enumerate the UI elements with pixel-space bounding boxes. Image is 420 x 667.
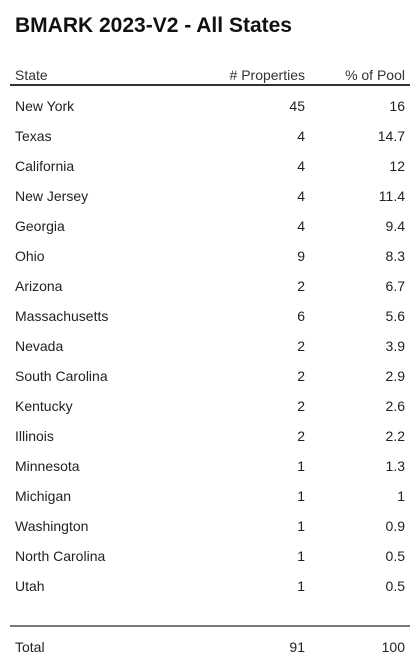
cell-pool-pct: 14.7 — [377, 128, 405, 144]
header-properties: # Properties — [229, 67, 305, 83]
cell-pool-pct: 2.6 — [385, 398, 405, 414]
total-state: Total — [15, 639, 45, 655]
cell-properties: 4 — [297, 128, 305, 144]
cell-state: Kentucky — [15, 398, 73, 414]
title: BMARK 2023-V2 - All States — [15, 14, 292, 37]
cell-state: North Carolina — [15, 548, 106, 564]
cell-properties: 1 — [297, 488, 305, 504]
cell-pool-pct: 0.5 — [385, 578, 405, 594]
cell-pool-pct: 6.7 — [385, 278, 405, 294]
cell-properties: 4 — [297, 218, 305, 234]
cell-state: Nevada — [15, 338, 64, 354]
cell-pool-pct: 0.9 — [385, 518, 405, 534]
cell-properties: 1 — [297, 518, 305, 534]
cell-properties: 45 — [289, 98, 305, 114]
cell-properties: 9 — [297, 248, 305, 264]
cell-state: New York — [15, 98, 75, 114]
cell-properties: 2 — [297, 278, 305, 294]
cell-state: Utah — [15, 578, 45, 594]
cell-pool-pct: 2.2 — [385, 428, 405, 444]
cell-state: Minnesota — [15, 458, 80, 474]
header-state: State — [15, 67, 48, 83]
cell-state: California — [15, 158, 75, 174]
cell-state: Michigan — [15, 488, 72, 504]
cell-state: Washington — [15, 518, 89, 534]
cell-pool-pct: 8.3 — [385, 248, 405, 264]
cell-pool-pct: 1.3 — [385, 458, 405, 474]
cell-properties: 2 — [297, 338, 305, 354]
cell-pool-pct: 0.5 — [385, 548, 405, 564]
cell-state: South Carolina — [15, 368, 108, 384]
cell-properties: 2 — [297, 368, 305, 384]
cell-state: Ohio — [15, 248, 45, 264]
cell-pool-pct: 11.4 — [378, 188, 405, 204]
cell-properties: 1 — [297, 578, 305, 594]
total-rule — [10, 625, 410, 627]
cell-properties: 4 — [297, 158, 305, 174]
cell-properties: 6 — [297, 308, 305, 324]
cell-state: New Jersey — [15, 188, 89, 204]
cell-properties: 4 — [297, 188, 305, 204]
cell-state: Georgia — [15, 218, 65, 234]
cell-state: Illinois — [15, 428, 54, 444]
cell-state: Massachusetts — [15, 308, 109, 324]
cell-state: Arizona — [15, 278, 63, 294]
cell-pool-pct: 16 — [389, 98, 405, 114]
cell-pool-pct: 9.4 — [385, 218, 405, 234]
cell-properties: 2 — [297, 398, 305, 414]
total-properties: 91 — [289, 639, 305, 655]
cell-properties: 1 — [297, 548, 305, 564]
cell-pool-pct: 2.9 — [385, 368, 405, 384]
cell-pool-pct: 5.6 — [385, 308, 405, 324]
cell-properties: 1 — [297, 458, 305, 474]
cell-pool-pct: 1 — [397, 488, 405, 504]
cell-properties: 2 — [297, 428, 305, 444]
header-rule — [10, 84, 410, 86]
header-pool-pct: % of Pool — [345, 67, 405, 83]
total-pool-pct: 100 — [381, 639, 405, 655]
cell-pool-pct: 3.9 — [385, 338, 405, 354]
cell-state: Texas — [15, 128, 52, 144]
cell-pool-pct: 12 — [389, 158, 405, 174]
